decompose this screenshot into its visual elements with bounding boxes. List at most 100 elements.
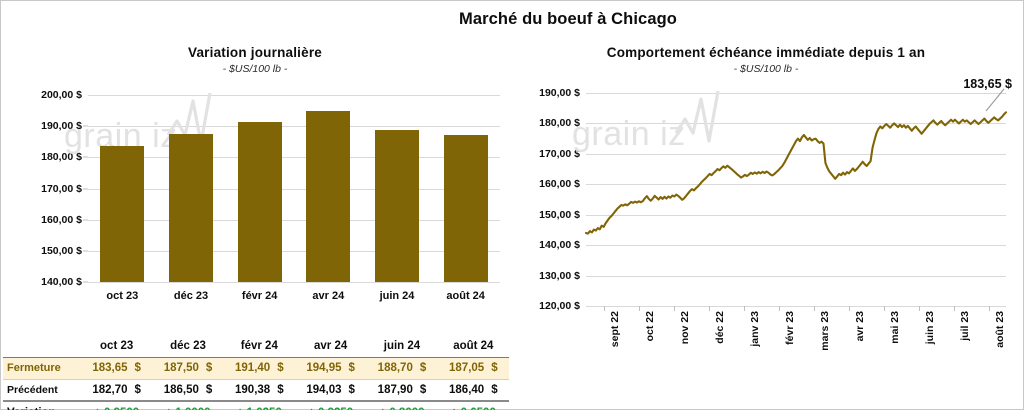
table-row: Variation + 0,9500 + 1,0000 + 1,0250 + 0,925… (3, 401, 509, 410)
x-axis-tick-mark (778, 306, 780, 311)
x-axis-tick-label: juil 23 (958, 311, 971, 341)
x-axis-tick-mark (673, 306, 675, 311)
table-row-label: Précédent (7, 383, 58, 396)
cell-value: 187,90 (377, 383, 413, 396)
x-axis-tick-label: mai 23 (888, 311, 901, 344)
cell-currency: $ (277, 362, 284, 374)
cell-currency: $ (348, 362, 355, 374)
y-axis-tick-label: 170,00 $ (41, 182, 82, 195)
x-axis-tick-label: avr 23 (853, 311, 866, 342)
y-axis-tick-label: 190,00 $ (41, 120, 82, 133)
y-axis-tick-label: 150,00 $ (539, 208, 580, 221)
table-column-header: avr 24 (314, 339, 348, 352)
cell-currency: $ (277, 383, 284, 396)
bar (100, 145, 145, 282)
y-axis-tick-mark (83, 188, 88, 189)
cell-value: 186,40 (449, 383, 485, 396)
left-chart-subtitle: - $US/100 lb - (222, 63, 288, 75)
table-row: Précédent 182,70 $186,50 $ 190,38 $194,03 $187… (3, 379, 509, 401)
table-column-header: oct 23 (100, 339, 134, 352)
x-axis-tick-mark (708, 306, 710, 311)
cell-currency: $ (348, 383, 355, 396)
left-panel-daily-variation: Variation journalière - $US/100 lb - 140… (2, 39, 509, 410)
cell-currency: $ (419, 362, 427, 374)
table-row: Fermeture 183,65 $187,50 $191,40 $194,95 $188… (3, 357, 509, 379)
gridline (586, 214, 1006, 216)
cell-currency: $ (205, 362, 213, 374)
cell-value: 190,38 (235, 383, 271, 396)
table-cell: + 0,9500 (81, 401, 152, 410)
gridline (88, 250, 500, 252)
gridline (586, 275, 1006, 277)
right-chart-subtitle: - $US/100 lb - (733, 63, 799, 75)
cell-value: 182,70 (92, 383, 128, 396)
bar-series: oct 23 déc 23 févr 24 avr 24 juin 24 août 24 (88, 95, 500, 302)
x-axis-tick-mark (813, 306, 815, 311)
x-axis-tick-mark (603, 306, 605, 311)
y-axis-tick-label: 140,00 $ (41, 276, 82, 288)
table-cell: 187,50 $ (152, 357, 223, 379)
bar-category-label: oct 23 (106, 290, 139, 302)
cell-currency: $ (491, 362, 498, 374)
table-cell: 186,50 $ (152, 379, 223, 401)
cell-value: + 0,6500 (451, 407, 496, 410)
cell-value: + 1,0250 (237, 407, 282, 410)
bar (306, 110, 351, 282)
cell-value: 188,70 (377, 362, 413, 374)
x-axis-tick-mark (918, 306, 920, 311)
x-axis-tick-label: août 23 (993, 311, 1006, 348)
quotes-table: oct 23 déc 23 févr 24 avr 24 juin 24 août 24 … (3, 335, 509, 410)
y-axis-tick-label: 180,00 $ (539, 117, 580, 130)
bar-category-label: févr 24 (241, 290, 278, 302)
right-panel-one-year-behavior: Comportement échéance immédiate depuis 1… (508, 39, 1024, 410)
x-axis-tick-label: juin 23 (923, 311, 936, 345)
cell-currency: $ (491, 383, 498, 396)
x-axis-tick-label: oct 22 (643, 311, 656, 342)
y-axis-tick-label: 150,00 $ (41, 244, 82, 257)
table-body: Fermeture 183,65 $187,50 $191,40 $194,95 $188… (3, 357, 509, 410)
y-axis-tick-mark (83, 250, 88, 252)
cell-value: 194,03 (306, 383, 342, 396)
table-cell: + 0,9250 (295, 401, 366, 410)
table-cell: 187,05 $ (438, 357, 509, 379)
x-axis-tick-label: nov 22 (678, 311, 691, 345)
table-header-row: oct 23 déc 23 févr 24 avr 24 juin 24 août 24 (3, 335, 509, 357)
cell-value: + 0,9250 (308, 407, 353, 410)
x-axis-tick-mark (883, 306, 885, 311)
bar-chart-plot-area: 140,00 $ 150,00 $ 160,00 $ 170,00 $ 180,00 $… (41, 89, 500, 302)
table-cell: + 1,0250 (224, 401, 295, 410)
x-axis-tick-label: févr 23 (783, 311, 796, 345)
y-axis-tick-label: 130,00 $ (539, 269, 580, 282)
gridline (586, 93, 1006, 94)
y-axis-tick-mark (83, 219, 88, 221)
table-cell: 188,70 $ (366, 357, 437, 379)
x-axis-tick-mark (953, 306, 955, 311)
table-column-header: déc 23 (170, 339, 206, 352)
y-axis-tick-label: 200,00 $ (41, 89, 82, 101)
table-cell: 183,65 $ (81, 357, 152, 379)
y-axis-tick-label: 140,00 $ (539, 239, 580, 252)
x-axis-tick-label: déc 22 (713, 311, 726, 344)
gridline (88, 188, 500, 190)
cell-currency: $ (134, 383, 141, 396)
x-axis-tick-mark (743, 306, 745, 311)
gridline (586, 123, 1006, 125)
x-axis-tick-mark (988, 306, 990, 311)
table-row-label: Fermeture (7, 362, 61, 374)
page-title: Marché du boeuf à Chicago (459, 10, 677, 28)
bar-category-label: déc 23 (173, 290, 209, 302)
bar-category-label: juin 24 (379, 290, 415, 302)
table-cell: + 0,6500 (438, 401, 509, 410)
left-chart-title: Variation journalière (188, 45, 322, 60)
y-axis-tick-mark (83, 281, 88, 283)
y-axis-tick-label: 120,00 $ (539, 300, 580, 312)
cell-value: 191,40 (235, 362, 271, 374)
table-cell: 187,90 $ (366, 379, 437, 401)
table-cell: 190,38 $ (224, 379, 295, 401)
bar (237, 121, 282, 282)
table-row-label: Variation (3, 401, 81, 410)
table-cell: 182,70 $ (81, 379, 152, 401)
y-axis-tick-label: 190,00 $ (539, 87, 580, 99)
gridline (88, 219, 500, 221)
